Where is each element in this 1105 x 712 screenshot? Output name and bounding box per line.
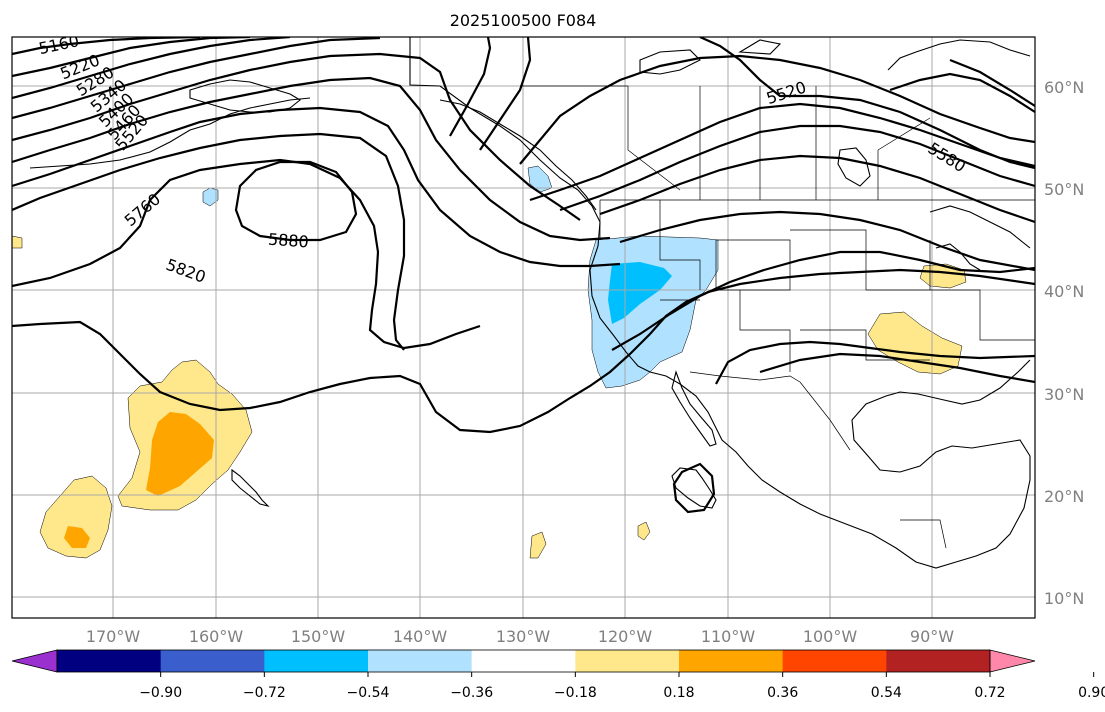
colorbar-segment	[471, 650, 576, 672]
lon-label: 170°W	[86, 627, 141, 646]
lat-label: 30°N	[1044, 385, 1084, 404]
lon-label: 160°W	[189, 627, 244, 646]
lon-label: 100°W	[803, 627, 858, 646]
colorbar-segment	[886, 650, 991, 672]
negative-anomaly-light	[587, 235, 719, 389]
positive-anomaly-small-island	[637, 521, 651, 541]
map-title: 2025100500 F084	[450, 11, 597, 30]
graticule	[12, 37, 1035, 618]
colorbar-tick-label: 0.72	[974, 685, 1005, 701]
colorbar-segment	[264, 650, 369, 672]
positive-anomaly-east-pacific	[529, 531, 547, 559]
lon-label: 130°W	[496, 627, 551, 646]
lon-label: 90°W	[910, 627, 954, 646]
colorbar-tick-label: 0.90	[1078, 685, 1105, 701]
lon-label: 120°W	[598, 627, 653, 646]
colorbar-tick-label: 0.18	[663, 685, 694, 701]
colorbar-tick-label: 0.54	[871, 685, 902, 701]
negative-anomaly-medium	[608, 262, 672, 324]
colorbar-extend-high	[989, 649, 1036, 673]
colorbar-tick-label: −0.72	[243, 685, 286, 701]
colorbar-tick-label: 0.36	[767, 685, 798, 701]
colorbar-tick-label: −0.18	[554, 685, 597, 701]
positive-anomaly-hawaii-orange	[146, 412, 214, 496]
colorbar-segment	[57, 650, 162, 672]
lat-label: 50°N	[1044, 180, 1084, 199]
anomaly-shading	[12, 165, 967, 559]
positive-anomaly-west-orange	[64, 526, 90, 548]
longitude-labels: 170°W 160°W 150°W 140°W 130°W 120°W 110°…	[86, 627, 954, 646]
lat-label: 10°N	[1044, 589, 1084, 608]
map-area: 5160 5220 5280 5340 5400 5460 5520 5760 …	[12, 31, 1035, 618]
political-borders	[520, 85, 1035, 549]
positive-anomaly-midwest	[919, 263, 967, 289]
contour-label: 5160	[37, 31, 81, 58]
map-frame	[11, 36, 1036, 619]
colorbar: −0.90 −0.72 −0.54 −0.36 −0.18 0.18 0.36 0.54 0.7…	[11, 649, 1105, 701]
colorbar-segment	[160, 650, 265, 672]
colorbar-extend-low	[11, 649, 58, 673]
lat-label: 20°N	[1044, 487, 1084, 506]
lon-label: 110°W	[701, 627, 756, 646]
colorbar-tick-label: −0.54	[347, 685, 390, 701]
latitude-labels: 60°N 50°N 40°N 30°N 20°N 10°N	[1044, 78, 1084, 608]
lon-label: 150°W	[291, 627, 346, 646]
lat-label: 40°N	[1044, 282, 1084, 301]
colorbar-outline	[56, 649, 991, 673]
colorbar-tick-label: −0.36	[450, 685, 493, 701]
positive-anomaly-edge	[12, 235, 23, 249]
positive-anomaly-west-light	[39, 475, 113, 559]
height-contours	[12, 37, 1035, 514]
lat-label: 60°N	[1044, 78, 1084, 97]
colorbar-tick-label: −0.90	[139, 685, 182, 701]
colorbar-segment	[575, 650, 680, 672]
colorbar-segment	[368, 650, 473, 672]
positive-anomaly-gulf	[867, 311, 963, 375]
colorbar-segment	[679, 650, 784, 672]
contour-label: 5820	[164, 255, 209, 287]
colorbar-segment	[782, 650, 887, 672]
lon-label: 140°W	[393, 627, 448, 646]
contour-label: 5880	[267, 230, 309, 252]
contour-label: 5760	[121, 189, 164, 230]
